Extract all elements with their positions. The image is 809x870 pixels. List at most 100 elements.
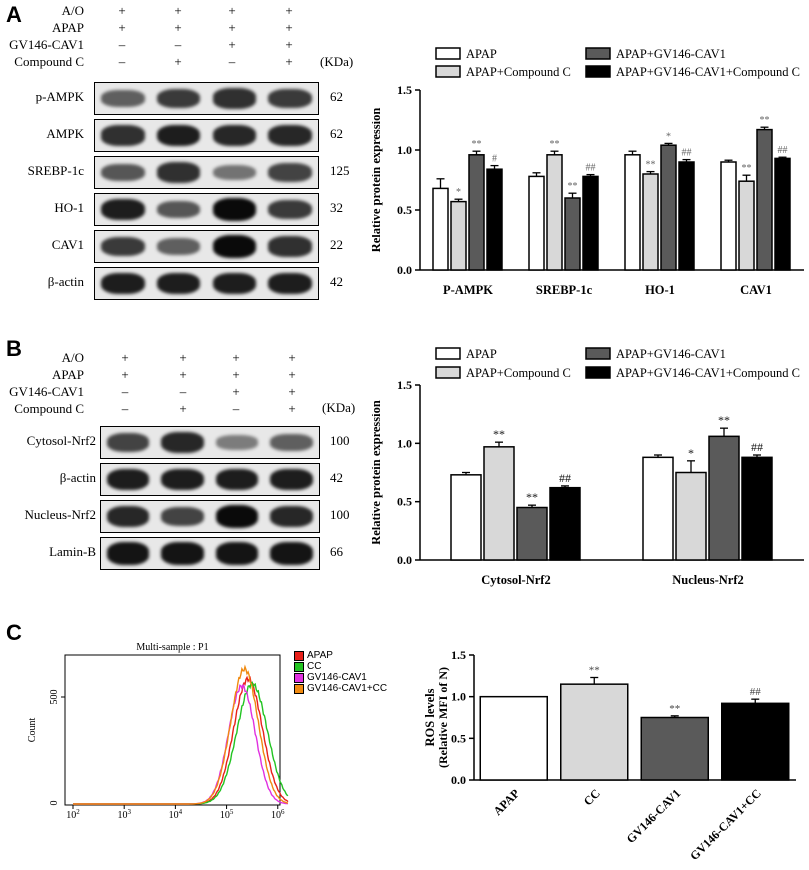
legend-label: APAP+GV146-CAV1 [616,47,726,61]
blot-band [156,162,201,183]
treatment-sign: + [285,20,293,35]
treatment-sign: + [285,54,293,69]
treatment-name: GV146-CAV1 [9,37,84,52]
significance-mark: ## [778,145,788,156]
bar [560,683,629,781]
histogram-curve [73,675,289,805]
blot-label: AMPK [46,125,84,141]
blot-band [101,272,145,295]
blot-band [270,434,313,451]
treatment-sign: + [121,367,129,382]
treatment-name: APAP [51,20,84,35]
significance-mark: ## [586,163,596,174]
blot-kda: 100 [330,506,350,522]
treatment-sign: + [118,20,126,35]
blot-band [212,272,257,295]
category-label: Cytosol-Nrf2 [481,573,550,587]
flow-legend-label: CC [307,661,322,672]
flow-legend-item: GV146-CAV1 [294,672,387,683]
legend-label: APAP [466,347,497,361]
bar [479,695,548,781]
blot-image [94,267,319,300]
treatment-sign: – [179,384,187,399]
blot-image [94,156,319,189]
blot-kda: 42 [330,469,343,485]
bar-chart-a: 0.0 0.5 1.0 1.5 Relative protein expression *… [372,47,804,297]
flow-xtick-exponent: 5 [230,808,234,816]
flow-xtick-label: 106 [271,808,285,818]
category-label: APAP [490,786,522,818]
y-tick-label: 0.5 [397,203,412,217]
histogram-curve [73,681,289,805]
bar [708,435,740,561]
bar [640,716,709,781]
category-label: HO-1 [645,283,675,297]
blot-kda: 42 [330,273,343,289]
treatment-sign: + [228,3,236,18]
y-tick-label: 1.0 [397,436,412,450]
plot-frame [64,654,281,806]
blot-band [215,468,259,491]
treatment-sign: + [232,367,240,382]
category-label: CAV1 [740,283,772,297]
blot-band [268,88,312,109]
legend-swatch [435,366,461,379]
bar [486,168,503,271]
significance-mark: ** [589,665,600,677]
significance-mark: ** [493,427,505,441]
blot-band [106,432,150,453]
bar [678,161,695,271]
flow-xtick-exponent: 2 [76,808,80,816]
blot-band [156,124,201,147]
legend-swatch [585,347,611,360]
legend-swatch [435,347,461,360]
significance-mark: * [666,131,671,142]
treatment-name: APAP [51,367,84,382]
bar [642,173,659,271]
blot-band [101,163,145,182]
blot-kda: 100 [330,432,350,448]
treatment-name: GV146-CAV1 [9,384,84,399]
significance-mark: # [492,154,497,165]
treatment-sign: + [174,3,182,18]
flow-legend-label: GV146-CAV1 [307,672,367,683]
blot-band [212,164,257,181]
histogram-curve [73,664,289,805]
blot-band [212,124,257,147]
bar [450,200,467,271]
y-tick-label: 1.0 [397,143,412,157]
treatment-sign: + [232,384,240,399]
blot-label: Cytosol-Nrf2 [26,432,96,448]
blot-label: β-actin [47,273,84,289]
significance-mark: ** [742,163,752,174]
blot-band [161,542,204,565]
blot-band [101,198,145,221]
y-axis-label: ROS levels [423,688,437,746]
bar-chart-b: 0.0 0.5 1.0 1.5 Relative protein expression *… [372,347,804,587]
y-tick-label: 1.5 [397,83,412,97]
blot-band [161,506,204,527]
flow-title: Multi-sample : P1 [136,642,208,653]
flow-legend-label: GV146-CAV1+CC [307,683,388,694]
treatment-sign: – [174,37,182,52]
flow-legend-swatch [294,672,304,683]
blot-band [156,238,201,255]
significance-mark: * [456,187,461,198]
treatment-sign: – [121,384,129,399]
flow-legend: APAP CC GV146-CAV1 GV146-CAV1+CC [294,650,387,694]
y-tick-label: 1.0 [451,690,466,704]
flow-xtick-label: 105 [220,808,234,818]
bar [756,128,773,271]
bar [450,474,482,561]
treatment-sign: + [288,350,296,365]
treatment-name: A/O [61,350,84,365]
y-tick-label: 0.0 [397,263,412,277]
blot-band [106,468,150,491]
blot-band [161,468,204,491]
bar-chart-c: 0.0 0.5 1.0 1.5 ROS levels (Relative MFI of N… [423,648,796,863]
treatment-sign: + [174,54,182,69]
blot-label: p-AMPK [35,88,84,104]
legend-label: APAP+Compound C [466,366,571,380]
significance-mark: ## [682,148,692,159]
blot-image [100,463,320,496]
